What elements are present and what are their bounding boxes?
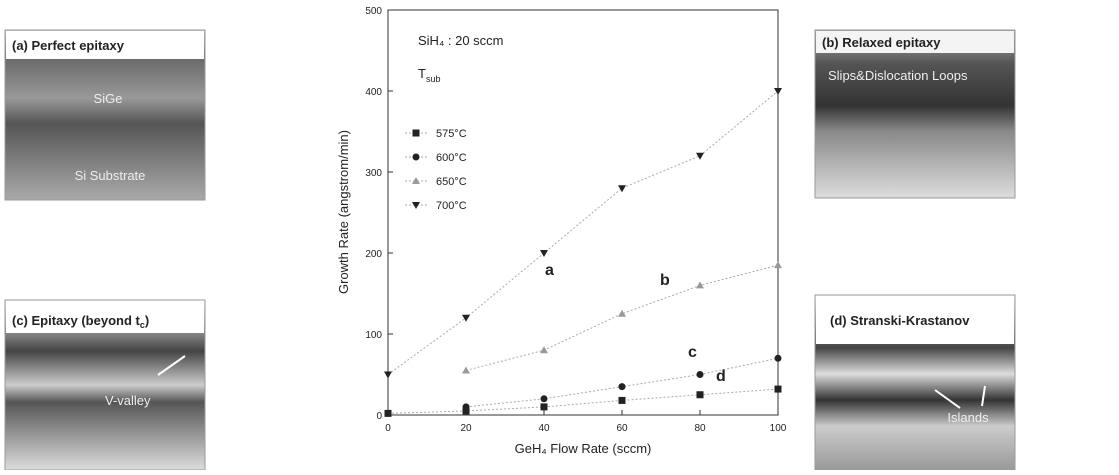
y-tick-label: 100 bbox=[365, 330, 382, 341]
marker bbox=[540, 346, 548, 354]
marker bbox=[462, 314, 470, 322]
panel-c: (c) Epitaxy (beyond tc) V-valley bbox=[4, 299, 206, 471]
marker bbox=[540, 403, 548, 411]
title-box bbox=[6, 301, 204, 333]
y-axis-label: Growth Rate (angstrom/min) bbox=[336, 130, 351, 294]
legend-label: 700°C bbox=[436, 200, 467, 212]
curve-letter: d bbox=[716, 368, 726, 385]
marker bbox=[696, 391, 704, 399]
panel-title: (c) Epitaxy (beyond tc) bbox=[12, 313, 149, 330]
y-tick-label: 200 bbox=[365, 249, 382, 260]
legend-title: Tsub bbox=[418, 66, 440, 84]
title-tail: ) bbox=[145, 313, 149, 328]
chart: GeH₄ Flow Rate (sccm) Growth Rate (angst… bbox=[336, 6, 787, 456]
plot-frame bbox=[387, 9, 779, 416]
series-line bbox=[387, 90, 779, 375]
micrograph bbox=[814, 29, 1016, 199]
curve-letter: c bbox=[688, 344, 697, 361]
marker bbox=[462, 407, 470, 415]
legend-label: 600°C bbox=[436, 152, 467, 164]
series-line bbox=[465, 264, 779, 371]
marker bbox=[774, 354, 782, 362]
arrow bbox=[981, 385, 986, 407]
marker bbox=[384, 371, 392, 379]
panel-d: (d) Stranski-Krastanov Islands bbox=[814, 294, 1016, 471]
x-tick-label: 100 bbox=[770, 423, 787, 434]
annotation: SiH₄ : 20 sccm bbox=[418, 33, 504, 48]
marker bbox=[696, 152, 704, 160]
legend-marker bbox=[412, 202, 420, 209]
title-main: (c) Epitaxy (beyond t bbox=[12, 313, 141, 328]
marker bbox=[540, 250, 548, 257]
y-tick-label: 0 bbox=[376, 411, 382, 422]
marker bbox=[618, 383, 626, 391]
legend-marker bbox=[412, 177, 420, 184]
panel-label: V-valley bbox=[105, 393, 151, 408]
x-tick-label: 0 bbox=[385, 423, 391, 434]
panel-title: (a) Perfect epitaxy bbox=[12, 38, 125, 53]
title-box bbox=[816, 31, 1014, 53]
legend-title-main: T bbox=[418, 66, 426, 81]
marker bbox=[540, 395, 548, 403]
arrow bbox=[934, 389, 961, 409]
marker bbox=[462, 403, 470, 411]
marker bbox=[696, 371, 704, 378]
panel-title: (b) Relaxed epitaxy bbox=[822, 35, 941, 50]
marker bbox=[462, 366, 470, 374]
curve-letter: b bbox=[660, 272, 670, 289]
arrow bbox=[157, 355, 186, 376]
curve-letter: a bbox=[545, 262, 554, 279]
panel-label: SiGe bbox=[94, 91, 123, 106]
legend-marker bbox=[412, 153, 420, 161]
x-tick-label: 40 bbox=[538, 423, 550, 434]
marker bbox=[618, 309, 626, 317]
panel-b: (b) Relaxed epitaxy Slips&Dislocation Lo… bbox=[814, 29, 1016, 199]
series-line bbox=[387, 388, 779, 414]
marker bbox=[618, 185, 626, 193]
marker bbox=[696, 281, 704, 289]
panel-label: Islands bbox=[947, 410, 989, 425]
x-tick-label: 80 bbox=[694, 423, 706, 434]
marker bbox=[774, 261, 782, 269]
legend-title-sub: sub bbox=[426, 74, 441, 84]
title-sub: c bbox=[140, 320, 145, 330]
title-box bbox=[816, 296, 1014, 344]
title-box bbox=[6, 31, 204, 59]
y-tick-label: 500 bbox=[365, 6, 382, 17]
y-tick-label: 400 bbox=[365, 87, 382, 98]
panel-a: (a) Perfect epitaxy SiGe Si Substrate bbox=[4, 29, 206, 201]
x-tick-label: 20 bbox=[460, 423, 472, 434]
legend-label: 650°C bbox=[436, 176, 467, 188]
marker bbox=[618, 396, 626, 404]
marker bbox=[384, 409, 392, 417]
x-tick-label: 60 bbox=[616, 423, 628, 434]
panel-label: Slips&Dislocation Loops bbox=[828, 68, 968, 83]
marker bbox=[774, 385, 782, 393]
x-axis-label: GeH₄ Flow Rate (sccm) bbox=[515, 441, 652, 456]
legend-marker bbox=[412, 129, 420, 137]
y-tick-label: 300 bbox=[365, 168, 382, 179]
marker bbox=[774, 88, 782, 95]
legend-label: 575°C bbox=[436, 128, 467, 140]
panel-label: Si Substrate bbox=[75, 168, 146, 183]
panel-title: (d) Stranski-Krastanov bbox=[830, 313, 970, 328]
